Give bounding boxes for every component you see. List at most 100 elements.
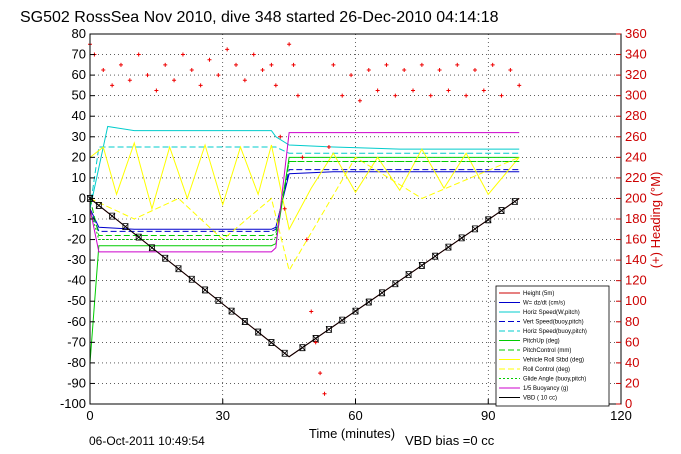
legend-label: PitchUp (deg) — [523, 339, 560, 345]
series-layer — [86, 125, 520, 363]
heading-point — [446, 88, 451, 93]
heading-point — [172, 78, 177, 83]
series-line — [89, 160, 520, 241]
vbd-marker — [365, 298, 373, 306]
heading-point — [242, 78, 247, 83]
vbd-marker — [325, 325, 333, 333]
y2-tick-label: 360 — [625, 26, 647, 41]
legend-label: 1/5 Buoyancy (g) — [523, 386, 568, 392]
y2-tick-label: 160 — [625, 232, 647, 247]
series-line — [89, 160, 520, 236]
x-tick-label: 0 — [86, 408, 93, 423]
series-line — [89, 198, 520, 358]
heading-point — [455, 62, 460, 67]
y-tick-label: 50 — [72, 88, 86, 103]
y2-tick-label: 260 — [625, 129, 647, 144]
heading-point — [499, 93, 504, 98]
y-tick-label: -40 — [67, 273, 86, 288]
heading-point — [349, 73, 354, 78]
grid-lines — [90, 34, 621, 404]
heading-point — [322, 391, 327, 396]
vbd-marker — [135, 233, 142, 241]
y-tick-label: -50 — [67, 293, 86, 308]
series-line — [89, 169, 520, 232]
vbd-marker — [188, 275, 196, 283]
y2-tick-label: 80 — [625, 314, 639, 329]
y2-tick-label: 180 — [625, 211, 647, 226]
legend-label: VBD ( 10 cc) — [523, 396, 557, 402]
y2-tick-label: 220 — [625, 170, 647, 185]
vbd-marker — [511, 198, 519, 205]
y-tick-label: -100 — [60, 396, 86, 411]
heading-point — [154, 88, 159, 93]
series-line — [89, 156, 520, 363]
heading-point — [118, 62, 123, 67]
vbd-marker — [405, 271, 412, 278]
heading-point — [101, 67, 106, 72]
date-printed: 06-Oct-2011 10:49:54 — [89, 434, 205, 448]
bottom-axis-ticks: 0 30 60 90 120 — [86, 399, 632, 423]
vbd-marker — [228, 307, 235, 315]
legend-label: PitchControl (mm) — [523, 348, 571, 354]
vbd-marker — [338, 316, 346, 324]
y2-tick-label: 280 — [625, 108, 647, 123]
y2-tick-label: 140 — [625, 252, 647, 267]
legend-label: Glide Angle (buoy,pitch) — [523, 377, 586, 383]
series-line — [89, 132, 520, 253]
vbd-marker — [148, 244, 156, 252]
heading-point — [375, 88, 380, 93]
y-tick-label: 40 — [72, 108, 86, 123]
heading-point — [393, 93, 398, 98]
x-tick-label: 120 — [610, 408, 632, 423]
vbd-marker — [281, 349, 288, 357]
vbd-marker — [392, 280, 399, 288]
vbd-marker — [498, 207, 505, 214]
heading-point — [251, 52, 256, 57]
x-tick-label: 60 — [348, 408, 362, 423]
y-tick-label: -20 — [67, 232, 86, 247]
heading-point — [198, 83, 203, 88]
heading-point — [508, 67, 513, 72]
x-axis-label: Time (minutes) — [309, 426, 395, 441]
y2-tick-label: 20 — [625, 375, 639, 390]
left-axis-ticks: -100-90-80-70-60-50-40-30-20-10010203040… — [60, 26, 95, 411]
vbd-marker — [254, 328, 262, 336]
heading-point — [291, 62, 296, 67]
y-tick-label: -10 — [67, 211, 86, 226]
vbd-marker — [201, 286, 209, 294]
heading-point — [234, 62, 239, 67]
heading-point — [481, 88, 486, 93]
series-line — [89, 141, 520, 231]
y2-tick-label: 100 — [625, 293, 647, 308]
heading-point — [411, 88, 416, 93]
vbd-marker — [241, 318, 249, 325]
heading-point — [282, 206, 287, 211]
vbd-marker — [418, 262, 426, 269]
x-tick-label: 90 — [481, 408, 495, 423]
heading-point — [136, 52, 141, 57]
heading-point — [517, 83, 522, 88]
vbd-marker — [175, 265, 182, 273]
heading-point — [318, 371, 323, 376]
y2-tick-label: 40 — [625, 355, 639, 370]
heading-point — [309, 309, 314, 314]
heading-point — [216, 73, 221, 78]
heading-point — [490, 62, 495, 67]
y2-tick-label: 60 — [625, 334, 639, 349]
x-tick-label: 30 — [216, 408, 230, 423]
y-tick-label: 30 — [72, 129, 86, 144]
heading-point — [340, 93, 345, 98]
heading-point — [437, 67, 442, 72]
legend-label: Horiz Speed(W,pitch) — [523, 310, 580, 316]
vbd-marker — [95, 202, 103, 209]
heading-point — [287, 42, 292, 47]
heading-point — [300, 155, 305, 160]
vbd-marker — [378, 289, 386, 297]
heading-point — [189, 67, 194, 72]
vbd-marker — [161, 254, 169, 262]
y-tick-label: -30 — [67, 252, 86, 267]
heading-point — [269, 62, 274, 67]
y2-tick-label: 200 — [625, 190, 647, 205]
vbd-marker — [484, 216, 492, 224]
